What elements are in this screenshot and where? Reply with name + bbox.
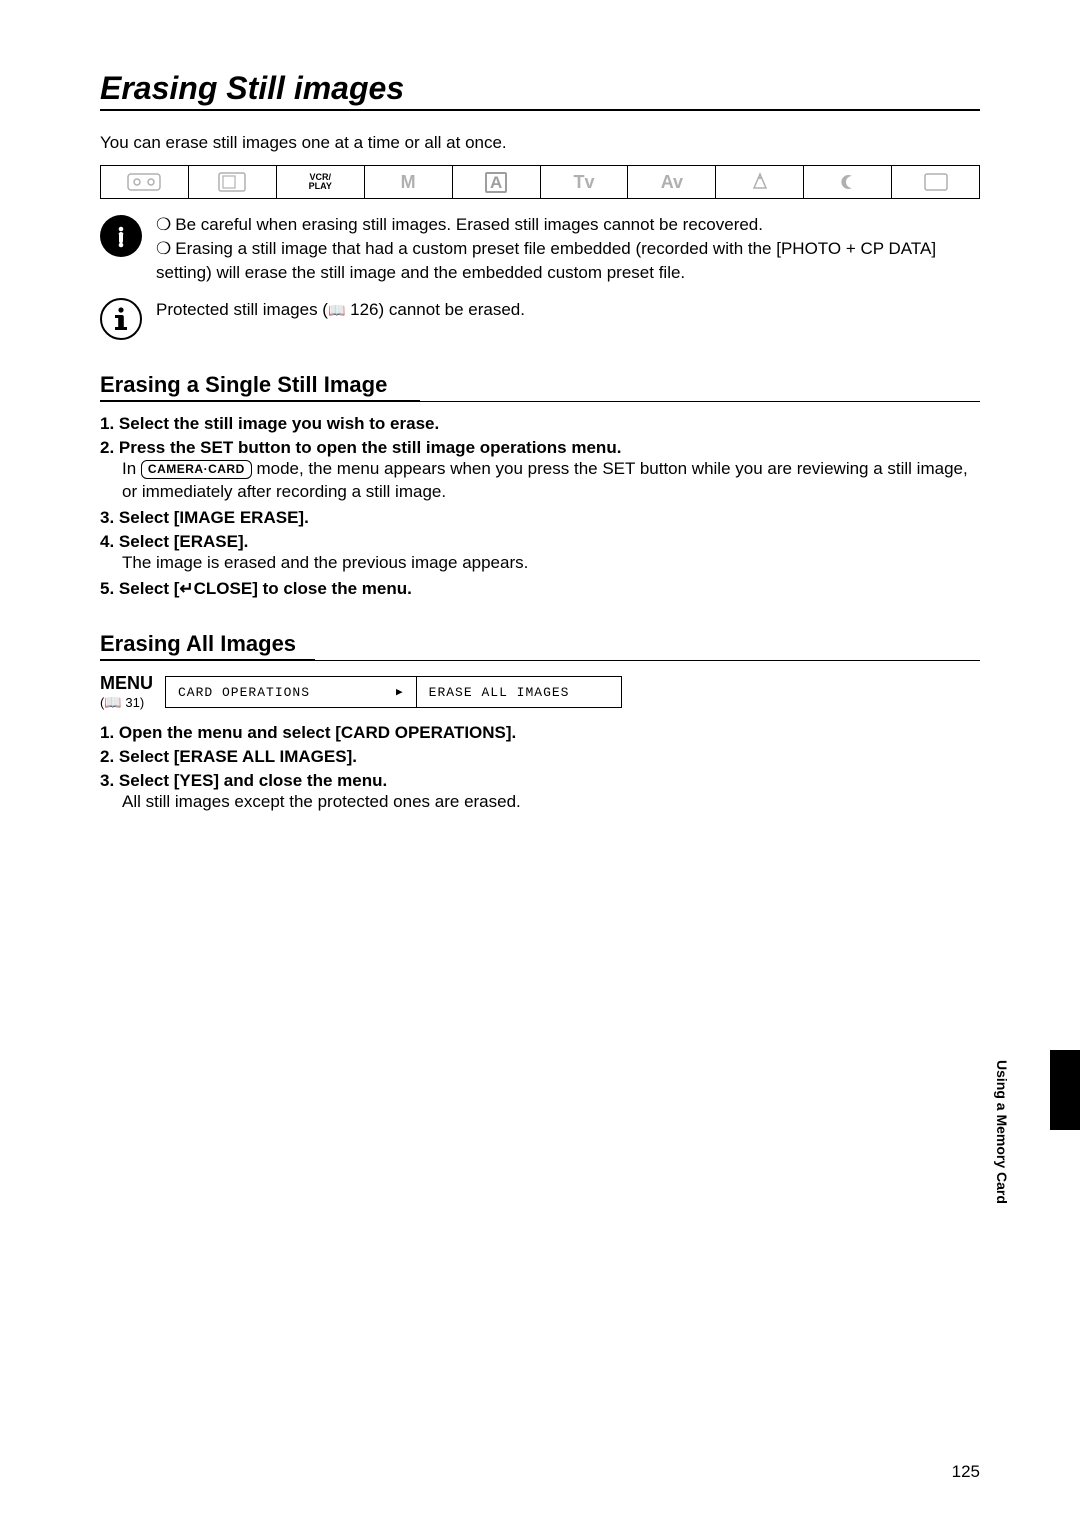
step3-text: Select [IMAGE ERASE].: [119, 508, 309, 527]
step1-num: 1.: [100, 414, 114, 433]
mode-av-label: Av: [661, 172, 683, 193]
mode-a: A: [453, 166, 541, 198]
mode-tv-label: Tv: [573, 172, 594, 193]
info-text: Protected still images (📖 126) cannot be…: [156, 298, 525, 340]
s2-step3-num: 3.: [100, 771, 114, 790]
mode-tv: Tv: [541, 166, 629, 198]
step2-text: Press the SET button to open the still i…: [119, 438, 622, 457]
mode-tape-icon: [101, 166, 189, 198]
step3-num: 3.: [100, 508, 114, 527]
vcr-line2: PLAY: [309, 181, 332, 191]
info-suffix: ) cannot be erased.: [379, 300, 525, 319]
menu-ref: (📖 31): [100, 694, 153, 711]
section-single-heading: Erasing a Single Still Image: [100, 372, 980, 400]
step2-num: 2.: [100, 438, 114, 457]
s2-step3-note: All still images except the protected on…: [122, 791, 980, 814]
warning-line1: Be careful when erasing still images. Er…: [175, 215, 763, 234]
mode-blank: [892, 166, 979, 198]
section-single: Erasing a Single Still Image: [100, 372, 980, 402]
info-page-ref: 126: [350, 300, 378, 319]
page-title: Erasing Still images: [100, 70, 980, 111]
mode-card-icon: [189, 166, 277, 198]
info-icon: [100, 298, 142, 340]
book-icon: 📖: [328, 302, 345, 318]
mode-spotlight-icon: [716, 166, 804, 198]
warning-line2: Erasing a still image that had a custom …: [156, 239, 936, 282]
step4-text: Select [ERASE].: [119, 532, 248, 551]
side-tab: [1050, 1050, 1080, 1130]
breadcrumb-erase-all: ERASE ALL IMAGES: [417, 677, 622, 707]
section2-steps: 1. Open the menu and select [CARD OPERAT…: [100, 723, 980, 814]
mode-night-icon: [804, 166, 892, 198]
mode-av: Av: [628, 166, 716, 198]
page-number: 125: [952, 1462, 980, 1482]
exclamation-icon: [100, 215, 142, 257]
step2-note-prefix: In: [122, 459, 141, 478]
mode-vcr-play: VCR/PLAY: [277, 166, 365, 198]
mode-bar: VCR/PLAY M A Tv Av: [100, 165, 980, 199]
step5-num: 5.: [100, 579, 114, 598]
s2-step3-text: Select [YES] and close the menu.: [119, 771, 387, 790]
warning-text: ❍Be careful when erasing still images. E…: [156, 213, 980, 284]
info-block: Protected still images (📖 126) cannot be…: [100, 298, 980, 340]
section-all-heading: Erasing All Images: [100, 631, 980, 659]
s2-step1-num: 1.: [100, 723, 114, 742]
menu-label: MENU: [100, 673, 153, 694]
mode-m-label: M: [401, 172, 416, 193]
s2-step2-text: Select [ERASE ALL IMAGES].: [119, 747, 357, 766]
warning-block: ❍Be careful when erasing still images. E…: [100, 213, 980, 284]
chevron-right-icon: ▶: [396, 685, 404, 699]
step4-note: The image is erased and the previous ima…: [122, 552, 980, 575]
side-label: Using a Memory Card: [994, 1060, 1010, 1204]
s2-step2-num: 2.: [100, 747, 114, 766]
menu-ref-num: 31: [125, 695, 139, 710]
breadcrumb2-label: ERASE ALL IMAGES: [429, 685, 570, 700]
mode-m: M: [365, 166, 453, 198]
s2-step1-text: Open the menu and select [CARD OPERATION…: [119, 723, 516, 742]
info-prefix: Protected still images (: [156, 300, 328, 319]
section-all: Erasing All Images: [100, 631, 980, 661]
breadcrumb-card-ops: CARD OPERATIONS ▶: [166, 677, 417, 707]
step5-text: Select [↵CLOSE] to close the menu.: [119, 579, 412, 598]
step1-text: Select the still image you wish to erase…: [119, 414, 439, 433]
mode-a-label: A: [485, 172, 507, 193]
section1-steps: 1. Select the still image you wish to er…: [100, 414, 980, 599]
intro-text: You can erase still images one at a time…: [100, 133, 980, 153]
step4-num: 4.: [100, 532, 114, 551]
camera-card-capsule: CAMERA·CARD: [141, 460, 252, 478]
breadcrumb1-label: CARD OPERATIONS: [178, 685, 310, 700]
menu-breadcrumb: MENU (📖 31) CARD OPERATIONS ▶ ERASE ALL I…: [100, 673, 980, 711]
